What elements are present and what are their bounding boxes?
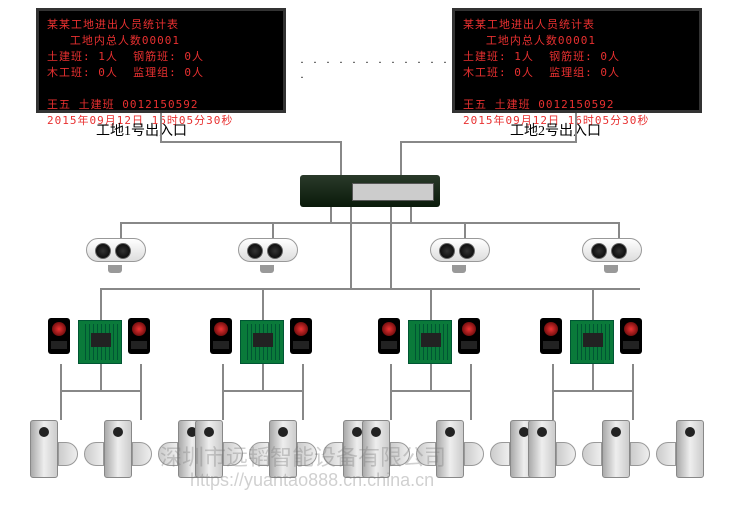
wire: [430, 364, 432, 390]
ip-camera: [430, 238, 498, 268]
wire: [470, 364, 472, 420]
controller-pcb: [570, 320, 614, 364]
controller-pcb: [78, 320, 122, 364]
wire: [575, 113, 577, 141]
wire: [592, 364, 594, 390]
ip-camera: [86, 238, 154, 268]
wire: [350, 207, 352, 289]
wire: [302, 364, 304, 420]
wire: [60, 364, 62, 420]
wire: [222, 390, 304, 392]
card-reader: [48, 318, 70, 354]
led-text-2: 某某工地进出人员统计表 工地内总人数00001 土建班: 1人 钢筋班: 0人 …: [463, 17, 691, 129]
wire: [410, 207, 412, 222]
card-reader: [540, 318, 562, 354]
card-reader: [128, 318, 150, 354]
wire: [552, 364, 554, 420]
card-reader: [378, 318, 400, 354]
led-display-1: 某某工地进出人员统计表 工地内总人数00001 土建班: 1人 钢筋班: 0人 …: [36, 8, 286, 113]
wire: [552, 390, 634, 392]
wire: [400, 141, 577, 143]
entrance-label-1: 工地1号出入口: [96, 120, 187, 140]
card-reader: [620, 318, 642, 354]
wire: [120, 222, 620, 224]
wire: [100, 288, 640, 290]
led-display-2: 某某工地进出人员统计表 工地内总人数00001 土建班: 1人 钢筋班: 0人 …: [452, 8, 702, 113]
switch-ports: [353, 185, 432, 190]
turnstile-gate: [195, 420, 345, 490]
card-reader: [290, 318, 312, 354]
network-switch: [300, 175, 440, 207]
ip-camera: [582, 238, 650, 268]
turnstile-gate: [528, 420, 678, 490]
wire: [390, 207, 392, 289]
wire: [330, 207, 332, 222]
wire: [592, 288, 594, 320]
wire: [400, 141, 402, 176]
wire: [60, 390, 142, 392]
wire: [160, 113, 162, 141]
wire: [262, 288, 264, 320]
entrance-label-2: 工地2号出入口: [510, 120, 601, 140]
ip-camera: [238, 238, 306, 268]
controller-pcb: [240, 320, 284, 364]
wire: [262, 364, 264, 390]
wire: [140, 364, 142, 420]
turnstile-gate: [362, 420, 512, 490]
controller-pcb: [408, 320, 452, 364]
wire: [100, 288, 102, 320]
wire: [390, 390, 472, 392]
ellipsis-dots: · · · · · · · · · · · · ·: [300, 55, 450, 85]
wire: [100, 364, 102, 390]
turnstile-gate: [30, 420, 180, 490]
wire: [632, 364, 634, 420]
card-reader: [210, 318, 232, 354]
wire: [430, 288, 432, 320]
card-reader: [458, 318, 480, 354]
wire: [340, 141, 342, 176]
wire: [390, 364, 392, 420]
wire: [160, 141, 340, 143]
wire: [222, 364, 224, 420]
